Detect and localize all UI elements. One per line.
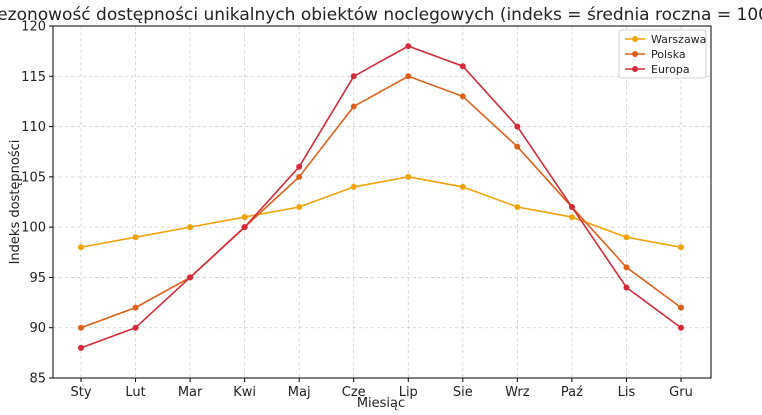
x-tick-label: Wrz <box>505 385 530 400</box>
x-tick-label: Lut <box>125 385 145 400</box>
data-point <box>132 304 139 311</box>
data-point <box>623 234 630 241</box>
data-point <box>241 224 248 231</box>
data-point <box>514 204 521 211</box>
y-tick-label: 110 <box>21 120 46 135</box>
chart-title: Sezonowość dostępności unikalnych obiekt… <box>0 5 762 25</box>
data-point <box>405 43 412 50</box>
y-tick-label: 90 <box>29 321 46 336</box>
data-point <box>514 123 521 130</box>
legend: Warszawa Polska Europa <box>618 29 707 79</box>
series-europa <box>78 43 684 351</box>
data-point <box>78 324 84 331</box>
data-point <box>296 173 303 180</box>
data-point <box>678 304 684 311</box>
series-line <box>80 45 682 349</box>
data-point <box>568 204 575 211</box>
x-tick-label: Paź <box>561 385 583 400</box>
data-point <box>623 264 630 271</box>
axes: Sty Lut Mar Kwi Maj Cze Lip Sie Wrz Paź Lis Gru 85 90… <box>21 20 712 400</box>
legend-label: Europa <box>651 63 690 76</box>
data-point <box>187 224 194 231</box>
x-axis-label: Miesiąc <box>357 396 405 411</box>
grid-lines <box>53 25 711 379</box>
x-tick-label: Sty <box>70 385 91 400</box>
x-tick-label: Gru <box>669 385 693 400</box>
x-tick-label: Mar <box>178 385 203 400</box>
x-tick-label: Sie <box>453 385 473 400</box>
data-point <box>78 244 84 251</box>
x-tick-label: Kwi <box>233 385 256 400</box>
x-tick-label: Cze <box>342 385 366 400</box>
data-point <box>568 214 575 221</box>
plot-frame <box>52 25 712 379</box>
data-point <box>350 183 357 190</box>
series-line <box>80 75 682 329</box>
legend-box <box>618 29 707 79</box>
legend-entry: Warszawa <box>625 33 706 46</box>
x-tick-label: Maj <box>288 385 311 400</box>
y-axis-label: Indeks dostępności <box>8 140 23 265</box>
y-tick-label: 95 <box>29 271 46 286</box>
data-point <box>459 93 466 100</box>
data-point <box>459 63 466 70</box>
data-point <box>296 204 303 211</box>
data-point <box>514 143 521 150</box>
legend-marker <box>632 51 638 57</box>
y-tick-label: 115 <box>21 70 46 85</box>
data-point <box>132 234 139 241</box>
series-line <box>80 176 682 249</box>
y-tick-label: 120 <box>21 20 46 35</box>
legend-marker <box>632 66 638 72</box>
series-polska <box>78 73 684 331</box>
data-point <box>241 214 248 221</box>
data-point <box>405 173 412 180</box>
data-point <box>350 73 357 80</box>
legend-marker <box>632 36 638 42</box>
data-point <box>405 73 412 80</box>
data-point <box>296 163 303 170</box>
x-tick-label: Lip <box>399 385 418 400</box>
y-tick-label: 100 <box>21 221 46 236</box>
legend-entry: Europa <box>625 63 690 76</box>
data-point <box>78 344 84 351</box>
y-tick-label: 105 <box>21 170 46 185</box>
x-tick-label: Lis <box>618 385 636 400</box>
data-point <box>623 284 630 291</box>
data-point <box>678 324 684 331</box>
data-point <box>350 103 357 110</box>
legend-label: Polska <box>651 48 686 61</box>
data-point <box>132 324 139 331</box>
data-point <box>678 244 684 251</box>
data-point <box>459 183 466 190</box>
legend-entry: Polska <box>625 48 686 61</box>
series-lines <box>78 43 684 351</box>
data-point <box>187 274 194 281</box>
legend-label: Warszawa <box>651 33 706 46</box>
y-tick-label: 85 <box>29 372 46 387</box>
